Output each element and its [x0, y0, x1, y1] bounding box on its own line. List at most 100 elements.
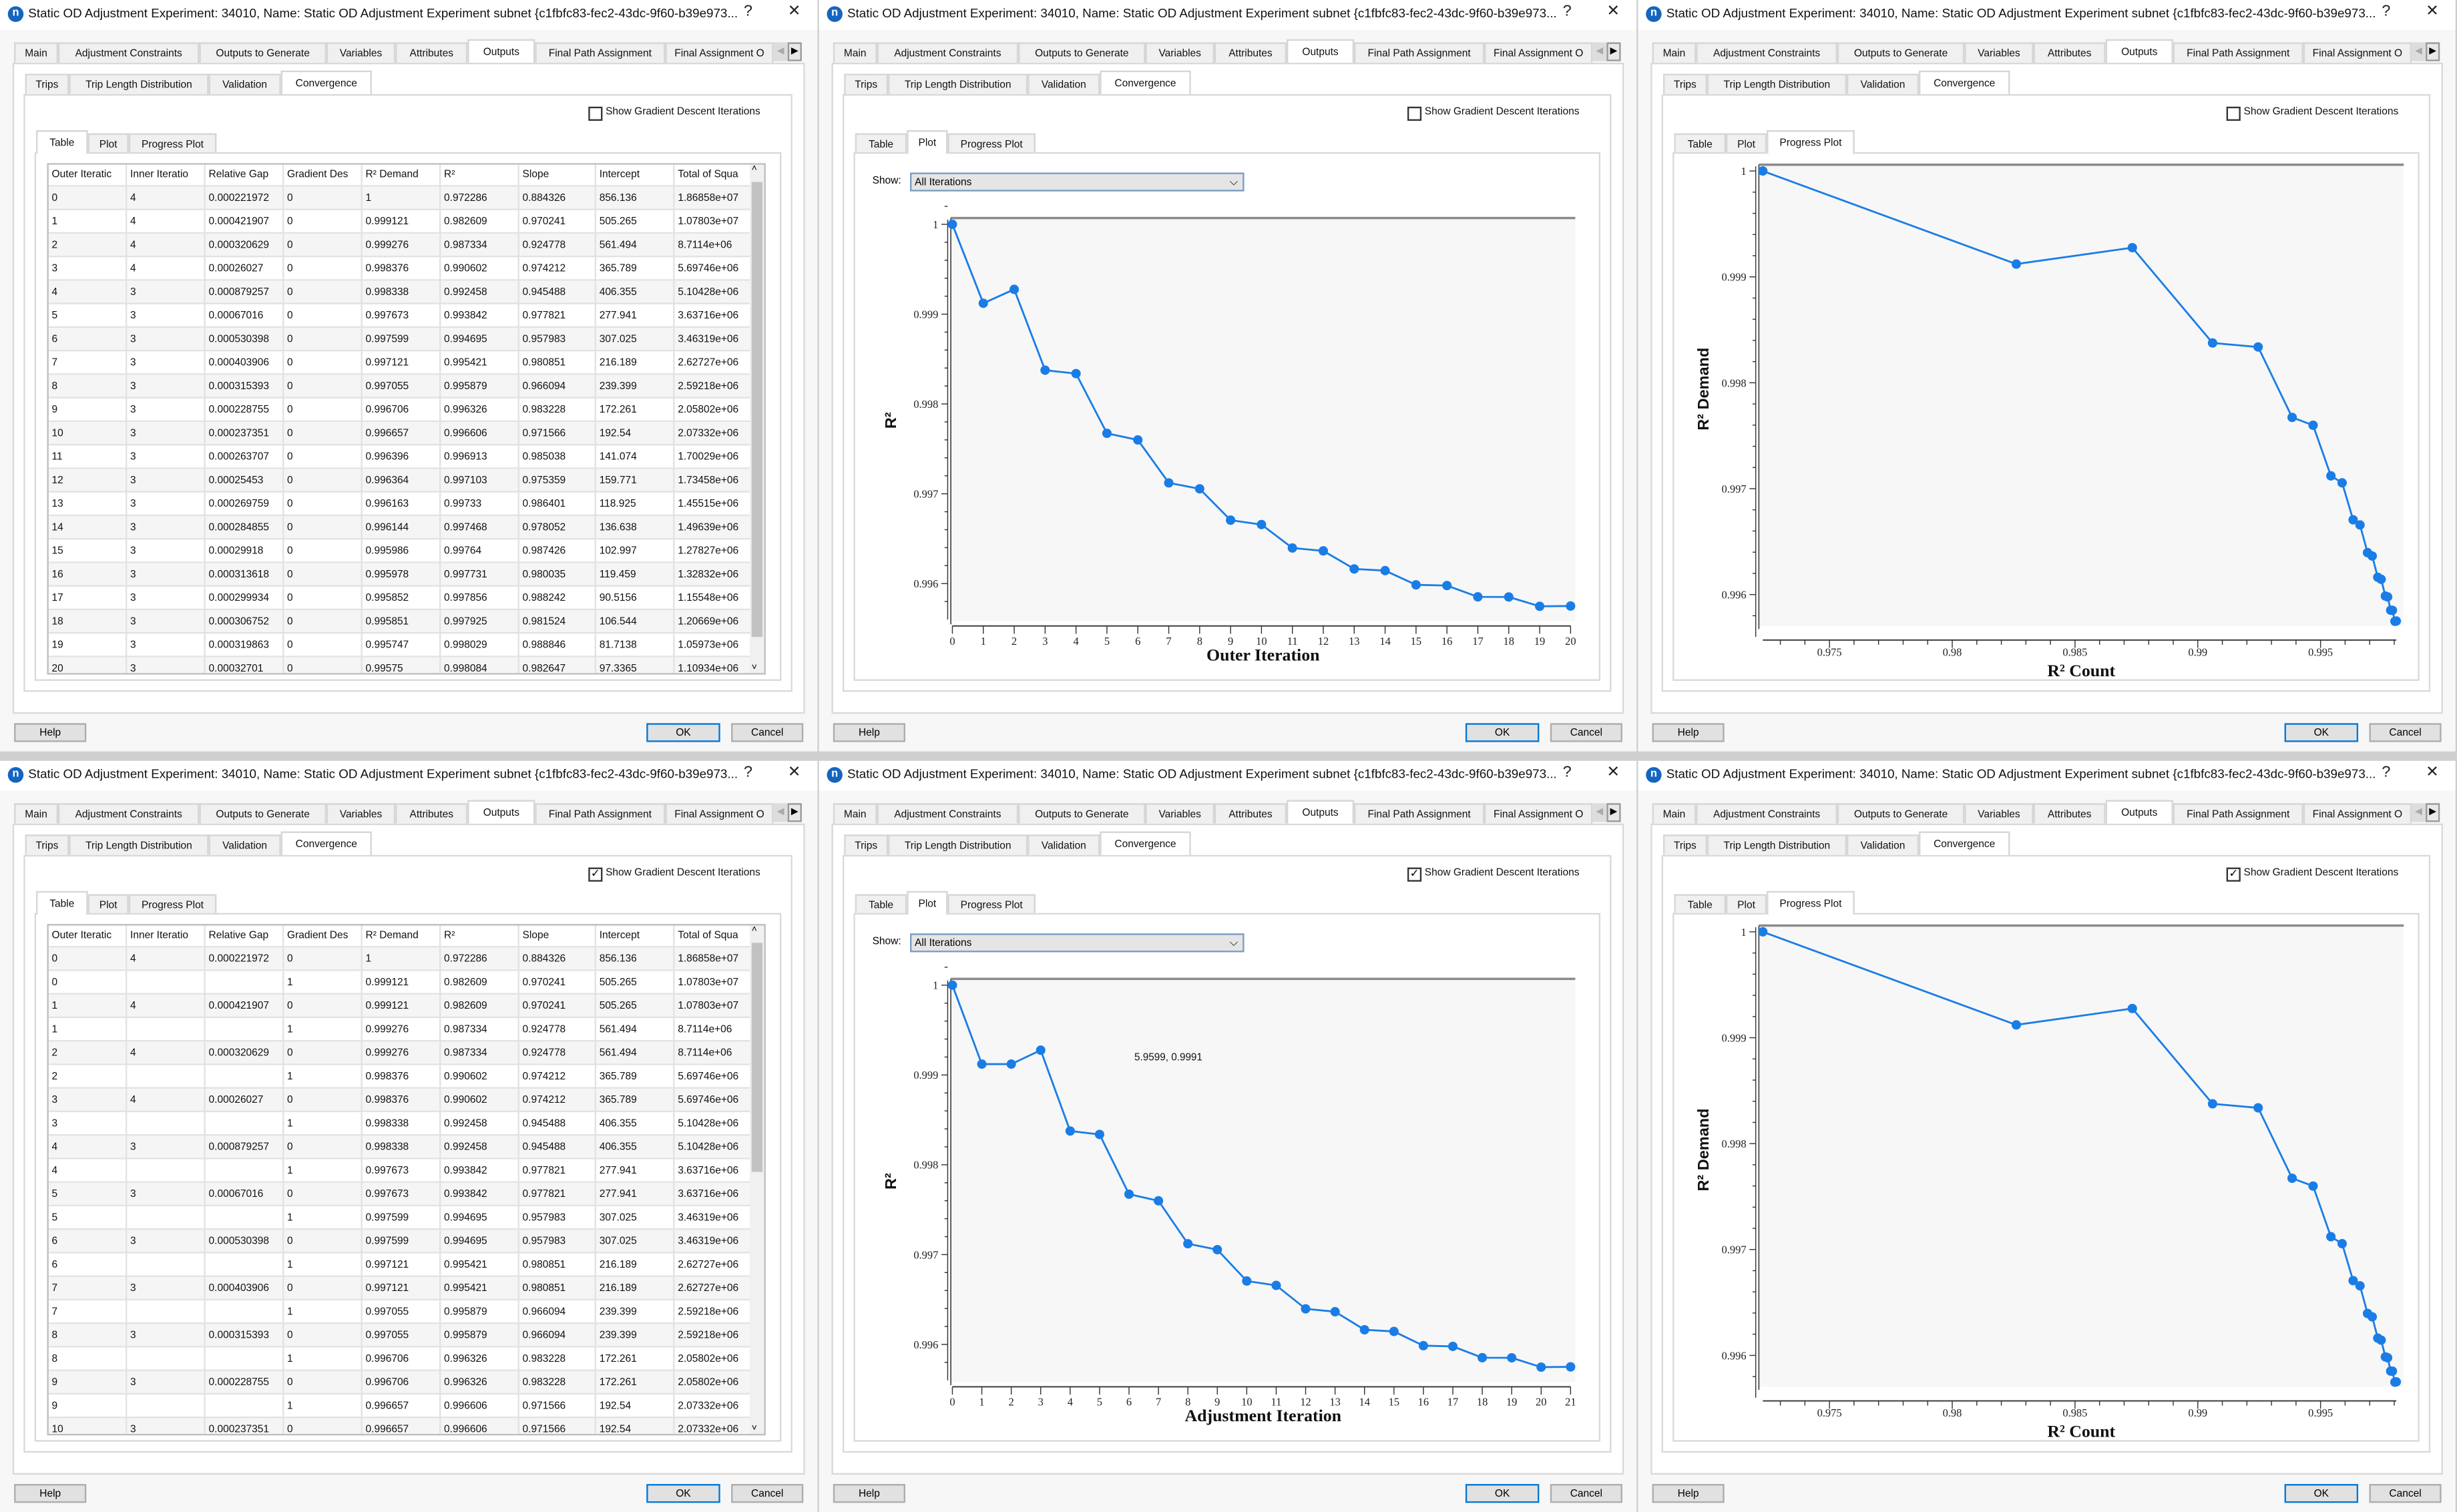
table-row[interactable]: 13 3 0.000269759 0 0.996163 0.99733 0.986401 11…	[48, 492, 752, 517]
main-tab-attributes[interactable]: Attributes	[395, 803, 468, 824]
main-tab-attributes[interactable]: Attributes	[2033, 42, 2106, 63]
help-button[interactable]: Help	[14, 1484, 87, 1503]
progress-plot-chart[interactable]: 1 0.999 0.998 0.997 0.996 0.975 0.98 0.985 0.99 0…	[1674, 154, 2421, 682]
sub-tab-trips[interactable]: Trips	[844, 834, 889, 855]
column-header[interactable]: R²	[441, 925, 519, 948]
sub-tab-trip-length-distribution[interactable]: Trip Length Distribution	[1707, 73, 1847, 94]
main-tab-main[interactable]: Main	[1652, 42, 1697, 63]
table-row[interactable]: 19 3 0.000319863 0 0.995747 0.998029 0.988846 8…	[48, 634, 752, 658]
main-tab-final-path-assignment[interactable]: Final Path Assignment	[2173, 803, 2303, 824]
main-tab-final-assignment-o[interactable]: Final Assignment O	[2303, 42, 2412, 63]
view-tab-plot[interactable]: Plot	[1726, 894, 1767, 915]
help-title-button[interactable]: ?	[2382, 764, 2391, 782]
table-row[interactable]: 18 3 0.000306752 0 0.995851 0.997925 0.981524 1…	[48, 610, 752, 634]
main-tab-final-path-assignment[interactable]: Final Path Assignment	[535, 803, 666, 824]
table-row[interactable]: 1 1 0.999276 0.987334 0.924778 561.494 8.7114e…	[48, 1018, 752, 1042]
main-tab-final-path-assignment[interactable]: Final Path Assignment	[1354, 803, 1485, 824]
column-header[interactable]: Intercept	[596, 164, 675, 187]
scroll-up-arrow-icon[interactable]: ˄	[751, 164, 757, 174]
table-row[interactable]: 10 3 0.000237351 0 0.996657 0.996606 0.971566 1…	[48, 1418, 752, 1434]
table-row[interactable]: 3 4 0.00026027 0 0.998376 0.990602 0.974212 365…	[48, 1088, 752, 1113]
table-row[interactable]: 2 4 0.000320629 0 0.999276 0.987334 0.924778 56…	[48, 234, 752, 258]
sub-tab-validation[interactable]: Validation	[208, 73, 281, 94]
table-row[interactable]: 0 4 0.000221972 0 1 0.972286 0.884326 856.136 1.…	[48, 947, 752, 971]
column-header[interactable]: Relative Gap	[205, 164, 284, 187]
cancel-button[interactable]: Cancel	[731, 1484, 804, 1503]
view-tab-table[interactable]: Table	[855, 133, 907, 154]
sub-tab-convergence[interactable]: Convergence	[280, 70, 372, 94]
view-tab-table[interactable]: Table	[855, 894, 907, 915]
main-tab-outputs-to-generate[interactable]: Outputs to Generate	[1837, 42, 1965, 63]
gradient-descent-checkbox[interactable]: ✓	[1407, 867, 1422, 882]
main-tab-adjustment-constraints[interactable]: Adjustment Constraints	[877, 803, 1019, 824]
sub-tab-validation[interactable]: Validation	[1028, 834, 1100, 855]
main-tab-variables[interactable]: Variables	[326, 42, 396, 63]
main-tab-final-assignment-o[interactable]: Final Assignment O	[665, 42, 774, 63]
close-icon[interactable]: ✕	[1606, 764, 1620, 782]
scroll-down-arrow-icon[interactable]: ˅	[751, 664, 757, 674]
column-header[interactable]: R² Demand	[362, 164, 441, 187]
main-tab-variables[interactable]: Variables	[1145, 803, 1214, 824]
sub-tab-trip-length-distribution[interactable]: Trip Length Distribution	[1707, 834, 1847, 855]
column-header[interactable]: Inner Iteratio	[127, 925, 206, 948]
main-tab-variables[interactable]: Variables	[1145, 42, 1214, 63]
view-tab-table[interactable]: Table	[36, 130, 88, 154]
main-tab-main[interactable]: Main	[833, 803, 877, 824]
table-row[interactable]: 4 1 0.997673 0.993842 0.977821 277.941 3.63716…	[48, 1159, 752, 1183]
column-header[interactable]: Total of Squa	[674, 925, 752, 948]
help-button[interactable]: Help	[1652, 1484, 1725, 1503]
sub-tab-convergence[interactable]: Convergence	[1100, 831, 1191, 855]
tab-scroll-right-button[interactable]: ▶	[787, 42, 802, 61]
main-tab-outputs[interactable]: Outputs	[467, 800, 535, 824]
column-header[interactable]: Relative Gap	[205, 925, 284, 948]
ok-button[interactable]: OK	[2284, 723, 2359, 742]
column-header[interactable]: Inner Iteratio	[127, 164, 206, 187]
table-row[interactable]: 8 3 0.000315393 0 0.997055 0.995879 0.966094 23…	[48, 1324, 752, 1348]
close-icon[interactable]: ✕	[787, 764, 801, 782]
table-row[interactable]: 11 3 0.000263707 0 0.996396 0.996913 0.985038 1…	[48, 445, 752, 469]
ok-button[interactable]: OK	[1465, 723, 1540, 742]
main-tab-main[interactable]: Main	[833, 42, 877, 63]
main-tab-outputs[interactable]: Outputs	[1286, 39, 1355, 63]
main-tab-main[interactable]: Main	[14, 803, 58, 824]
sub-tab-trips[interactable]: Trips	[25, 73, 69, 94]
sub-tab-convergence[interactable]: Convergence	[1919, 831, 2010, 855]
ok-button[interactable]: OK	[2284, 1484, 2359, 1503]
table-row[interactable]: 7 3 0.000403906 0 0.997121 0.995421 0.980851 21…	[48, 1276, 752, 1301]
main-tab-final-assignment-o[interactable]: Final Assignment O	[2303, 803, 2412, 824]
close-icon[interactable]: ✕	[2426, 764, 2439, 782]
table-row[interactable]: 5 1 0.997599 0.994695 0.957983 307.025 3.46319…	[48, 1206, 752, 1230]
column-header[interactable]: Slope	[519, 925, 596, 948]
table-row[interactable]: 2 1 0.998376 0.990602 0.974212 365.789 5.69746…	[48, 1065, 752, 1089]
tab-scroll-left-button[interactable]: ◀	[773, 42, 788, 61]
table-row[interactable]: 1 4 0.000421907 0 0.999121 0.982609 0.970241 50…	[48, 210, 752, 234]
table-scrollbar[interactable]: ˄ ˅	[750, 164, 764, 674]
scrollbar-thumb[interactable]	[751, 182, 763, 638]
view-tab-table[interactable]: Table	[36, 891, 88, 915]
tab-scroll-left-button[interactable]: ◀	[2411, 803, 2426, 822]
table-row[interactable]: 6 3 0.000530398 0 0.997599 0.994695 0.957983 30…	[48, 328, 752, 352]
column-header[interactable]: Intercept	[596, 925, 675, 948]
ok-button[interactable]: OK	[1465, 1484, 1540, 1503]
show-iterations-dropdown[interactable]: All Iterations ⌵	[910, 933, 1245, 953]
main-tab-variables[interactable]: Variables	[1964, 42, 2034, 63]
sub-tab-validation[interactable]: Validation	[1846, 834, 1920, 855]
show-iterations-dropdown[interactable]: All Iterations ⌵	[910, 172, 1245, 192]
cancel-button[interactable]: Cancel	[2369, 1484, 2442, 1503]
column-header[interactable]: Total of Squa	[674, 164, 752, 187]
view-tab-progress-plot[interactable]: Progress Plot	[1767, 891, 1855, 915]
table-row[interactable]: 9 1 0.996657 0.996606 0.971566 192.54 2.07332e…	[48, 1395, 752, 1419]
table-row[interactable]: 3 1 0.998338 0.992458 0.945488 406.355 5.10428…	[48, 1112, 752, 1136]
table-row[interactable]: 6 1 0.997121 0.995421 0.980851 216.189 2.62727…	[48, 1253, 752, 1277]
ok-button[interactable]: OK	[646, 1484, 720, 1503]
sub-tab-trips[interactable]: Trips	[25, 834, 69, 855]
main-tab-attributes[interactable]: Attributes	[2033, 803, 2106, 824]
close-icon[interactable]: ✕	[1606, 3, 1620, 21]
view-tab-progress-plot[interactable]: Progress Plot	[128, 894, 217, 915]
sub-tab-trip-length-distribution[interactable]: Trip Length Distribution	[69, 834, 209, 855]
table-row[interactable]: 14 3 0.000284855 0 0.996144 0.997468 0.978052 1…	[48, 516, 752, 540]
table-row[interactable]: 8 1 0.996706 0.996326 0.983228 172.261 2.05802…	[48, 1347, 752, 1371]
view-tab-progress-plot[interactable]: Progress Plot	[947, 894, 1036, 915]
sub-tab-convergence[interactable]: Convergence	[280, 831, 372, 855]
